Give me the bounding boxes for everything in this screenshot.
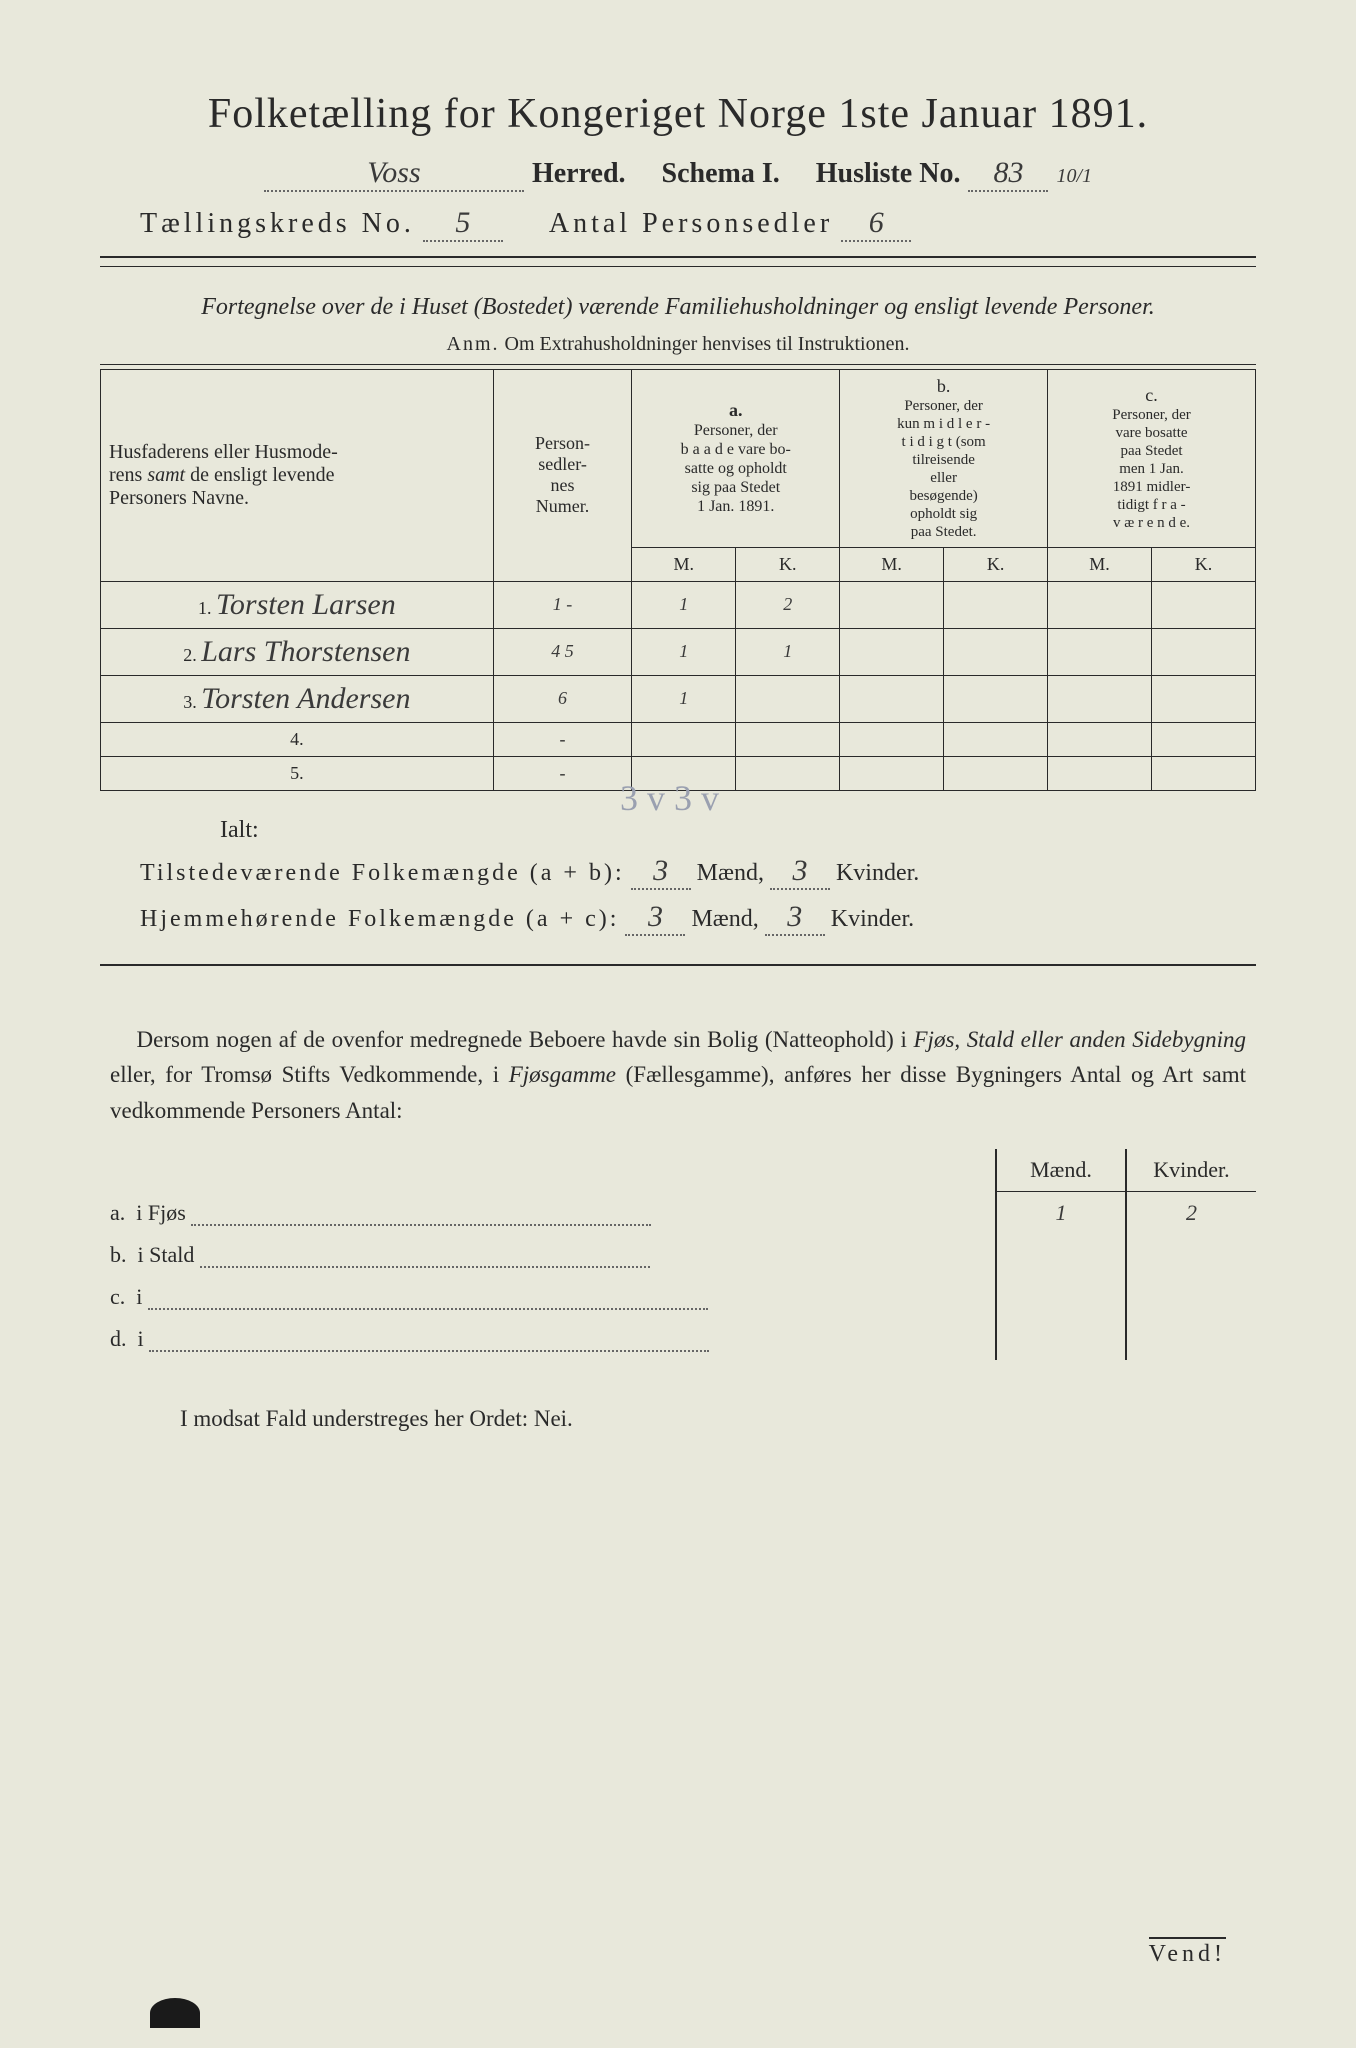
sum-resident: Hjemmehørende Folkemængde (a + c): 3 Mæn… (140, 900, 1256, 936)
header-line-2: Tællingskreds No. 5 Antal Personsedler 6 (100, 206, 1256, 242)
col-maend: Mænd. (996, 1149, 1126, 1192)
schema-label: Schema I. (662, 158, 780, 190)
table-row: d. i (100, 1318, 1256, 1360)
divider (100, 364, 1256, 365)
col-header-name: Husfaderens eller Husmode-rens samt de e… (101, 369, 494, 581)
herred-value: Voss (264, 156, 524, 192)
page-title: Folketælling for Kongeriget Norge 1ste J… (100, 90, 1256, 138)
col-header-number: Person-sedler-nesNumer. (493, 369, 632, 581)
col-header-b: b. Personer, derkun m i d l e r -t i d i… (840, 369, 1048, 547)
table-row: 4. - (101, 722, 1256, 756)
divider (100, 964, 1256, 966)
ialt-label: Ialt: (220, 817, 1256, 844)
col-m: M. (840, 547, 944, 581)
col-header-a: a. Personer, derb a a d e vare bo-satte … (632, 369, 840, 547)
taellingskreds-label: Tællingskreds No. (140, 208, 415, 240)
table-row: c. i (100, 1276, 1256, 1318)
sum-present: Tilstedeværende Folkemængde (a + b): 3 M… (140, 854, 1256, 890)
table-row: 3. Torsten Andersen 6 1 (101, 675, 1256, 722)
husliste-label: Husliste No. (816, 158, 961, 190)
household-table: Husfaderens eller Husmode-rens samt de e… (100, 369, 1256, 791)
page-tear (150, 1998, 200, 2028)
census-form-page: Folketælling for Kongeriget Norge 1ste J… (0, 0, 1356, 2048)
divider (100, 256, 1256, 258)
nei-line: I modsat Fald understreges her Ordet: Ne… (180, 1406, 1256, 1432)
turn-page-label: Vend! (1149, 1937, 1226, 1968)
col-kvinder: Kvinder. (1126, 1149, 1256, 1192)
divider (100, 266, 1256, 267)
husliste-fraction: 10/1 (1056, 165, 1092, 188)
col-k: K. (1152, 547, 1256, 581)
husliste-value: 83 (968, 156, 1048, 192)
table-row: 2. Lars Thorstensen 4 5 1 1 (101, 628, 1256, 675)
col-k: K. (736, 547, 840, 581)
table-row: b. i Stald (100, 1234, 1256, 1276)
antal-label: Antal Personsedler (549, 208, 833, 240)
outbuilding-paragraph: Dersom nogen af de ovenfor medregnede Be… (110, 1022, 1246, 1129)
antal-value: 6 (841, 206, 911, 242)
table-row: a. i Fjøs 1 2 (100, 1191, 1256, 1234)
form-subtitle: Fortegnelse over de i Huset (Bostedet) v… (100, 291, 1256, 325)
col-header-c: c. Personer, dervare bosattepaa Stedetme… (1048, 369, 1256, 547)
outbuilding-table: Mænd. Kvinder. a. i Fjøs 1 2 b. i Stald … (100, 1149, 1256, 1360)
form-note: Anm. Om Extrahusholdninger henvises til … (100, 333, 1256, 356)
col-m: M. (632, 547, 736, 581)
taellingskreds-value: 5 (423, 206, 503, 242)
herred-label: Herred. (532, 158, 626, 190)
col-k: K. (944, 547, 1048, 581)
ialt-pencil-sum: 3 v 3 v (620, 777, 719, 819)
table-row: 1. Torsten Larsen 1 - 1 2 (101, 581, 1256, 628)
table-body: 1. Torsten Larsen 1 - 1 2 2. Lars Thorst… (101, 581, 1256, 790)
header-line-1: Voss Herred. Schema I. Husliste No. 83 1… (100, 156, 1256, 192)
col-m: M. (1048, 547, 1152, 581)
